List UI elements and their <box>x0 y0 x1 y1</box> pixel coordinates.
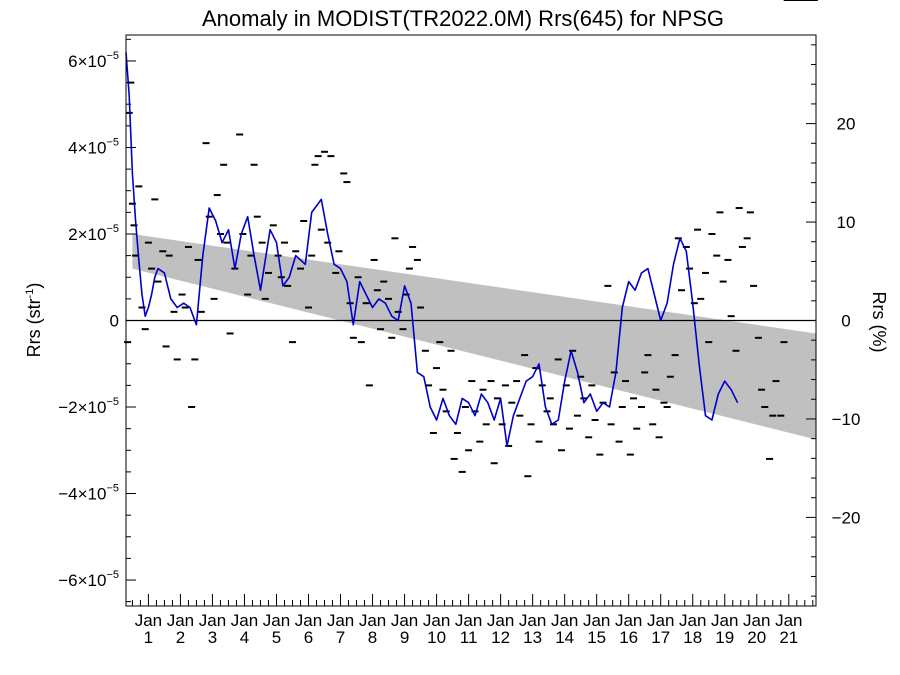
x-tick-month: Jan <box>231 611 258 630</box>
y-axis-label-sup: -1 <box>24 289 36 299</box>
y-tick-mantissa: −4×10 <box>58 485 106 504</box>
x-tick-month: Jan <box>295 611 322 630</box>
y-tick-label: 4×10−5 <box>68 136 119 157</box>
x-tick-year: 8 <box>368 628 377 647</box>
y-tick-label: −2×10−5 <box>58 396 119 417</box>
x-tick-year: 1 <box>144 628 153 647</box>
x-tick-year: 20 <box>747 628 766 647</box>
x-tick-month: Jan <box>519 611 546 630</box>
y-tick-mantissa: 4×10 <box>68 138 106 157</box>
x-tick-year: 15 <box>587 628 606 647</box>
x-tick-year: 14 <box>555 628 574 647</box>
y-tick-exponent: −5 <box>106 50 119 62</box>
y-tick-mantissa: 2×10 <box>68 225 106 244</box>
y2-tick-label: −10 <box>832 410 861 429</box>
y-tick-label: 2×10−5 <box>68 223 119 244</box>
x-tick-year: 11 <box>460 628 478 647</box>
x-tick-month: Jan <box>199 611 226 630</box>
x-tick-year: 21 <box>779 628 798 647</box>
x-tick-year: 19 <box>715 628 734 647</box>
smoothed-series-line <box>125 52 739 447</box>
x-tick-month: Jan <box>551 611 578 630</box>
x-tick-month: Jan <box>359 611 386 630</box>
y-tick-label: 0 <box>110 312 119 331</box>
x-tick-year: 13 <box>523 628 542 647</box>
x-tick-month: Jan <box>135 611 162 630</box>
x-tick-month: Jan <box>327 611 354 630</box>
y-tick-exponent: −5 <box>106 223 119 235</box>
y2-tick-label: 20 <box>837 115 856 134</box>
y-tick-exponent: −5 <box>106 569 119 581</box>
y-tick-exponent: −5 <box>106 483 119 495</box>
x-tick-year: 3 <box>208 628 217 647</box>
y-tick-exponent: −5 <box>106 396 119 408</box>
x-tick-year: 9 <box>400 628 409 647</box>
x-tick-month: Jan <box>583 611 610 630</box>
x-tick-month: Jan <box>391 611 418 630</box>
x-tick-month: Jan <box>615 611 642 630</box>
y2-tick-label: −20 <box>832 508 861 527</box>
y-axis-right: 20 10 0 −10 −20 <box>806 44 861 597</box>
x-tick-month: Jan <box>679 611 706 630</box>
y-axis-label-close: ) <box>24 283 44 289</box>
x-tick-year: 6 <box>304 628 313 647</box>
y-tick-mantissa: −6×10 <box>58 571 106 590</box>
x-tick-month: Jan <box>775 611 802 630</box>
x-tick-year: 7 <box>336 628 345 647</box>
x-tick-year: 10 <box>427 628 446 647</box>
smoothed-line-layer <box>125 52 739 447</box>
x-tick-year: 2 <box>176 628 185 647</box>
x-tick-year: 17 <box>651 628 670 647</box>
x-tick-month: Jan <box>455 611 482 630</box>
y2-axis-label: Rrs (%) <box>869 292 889 353</box>
y-tick-mantissa: −2×10 <box>58 398 106 417</box>
x-axis: Jan1Jan2Jan3Jan4Jan5Jan6Jan7Jan8Jan9Jan1… <box>131 594 814 647</box>
x-tick-year: 18 <box>683 628 702 647</box>
y2-tick-label: 0 <box>841 312 850 331</box>
y-tick-mantissa: 0 <box>110 312 119 331</box>
y-axis-label: Rrs (str-1) <box>24 283 44 358</box>
x-tick-month: Jan <box>423 611 450 630</box>
x-tick-year: 4 <box>240 628 249 647</box>
y-tick-label: 6×10−5 <box>68 50 119 71</box>
trend-band <box>132 233 817 440</box>
y-axis-label-text: Rrs (str <box>24 298 44 357</box>
trend-band-layer <box>132 233 817 440</box>
x-tick-month: Jan <box>263 611 290 630</box>
x-tick-year: 12 <box>491 628 510 647</box>
y-tick-label: −4×10−5 <box>58 483 119 504</box>
x-tick-month: Jan <box>647 611 674 630</box>
y-axis-left: 6×10−54×10−52×10−50−2×10−5−4×10−5−6×10−5 <box>58 38 136 603</box>
x-tick-year: 5 <box>272 628 281 647</box>
x-tick-month: Jan <box>743 611 770 630</box>
x-tick-month: Jan <box>711 611 738 630</box>
x-tick-month: Jan <box>487 611 514 630</box>
x-tick-year: 16 <box>619 628 638 647</box>
y-tick-mantissa: 6×10 <box>68 52 106 71</box>
y2-tick-label: 10 <box>837 213 856 232</box>
y-tick-label: −6×10−5 <box>58 569 119 590</box>
x-tick-month: Jan <box>167 611 194 630</box>
y-tick-exponent: −5 <box>106 136 119 148</box>
chart-title: Anomaly in MODIST(TR2022.0M) Rrs(645) fo… <box>202 6 724 31</box>
